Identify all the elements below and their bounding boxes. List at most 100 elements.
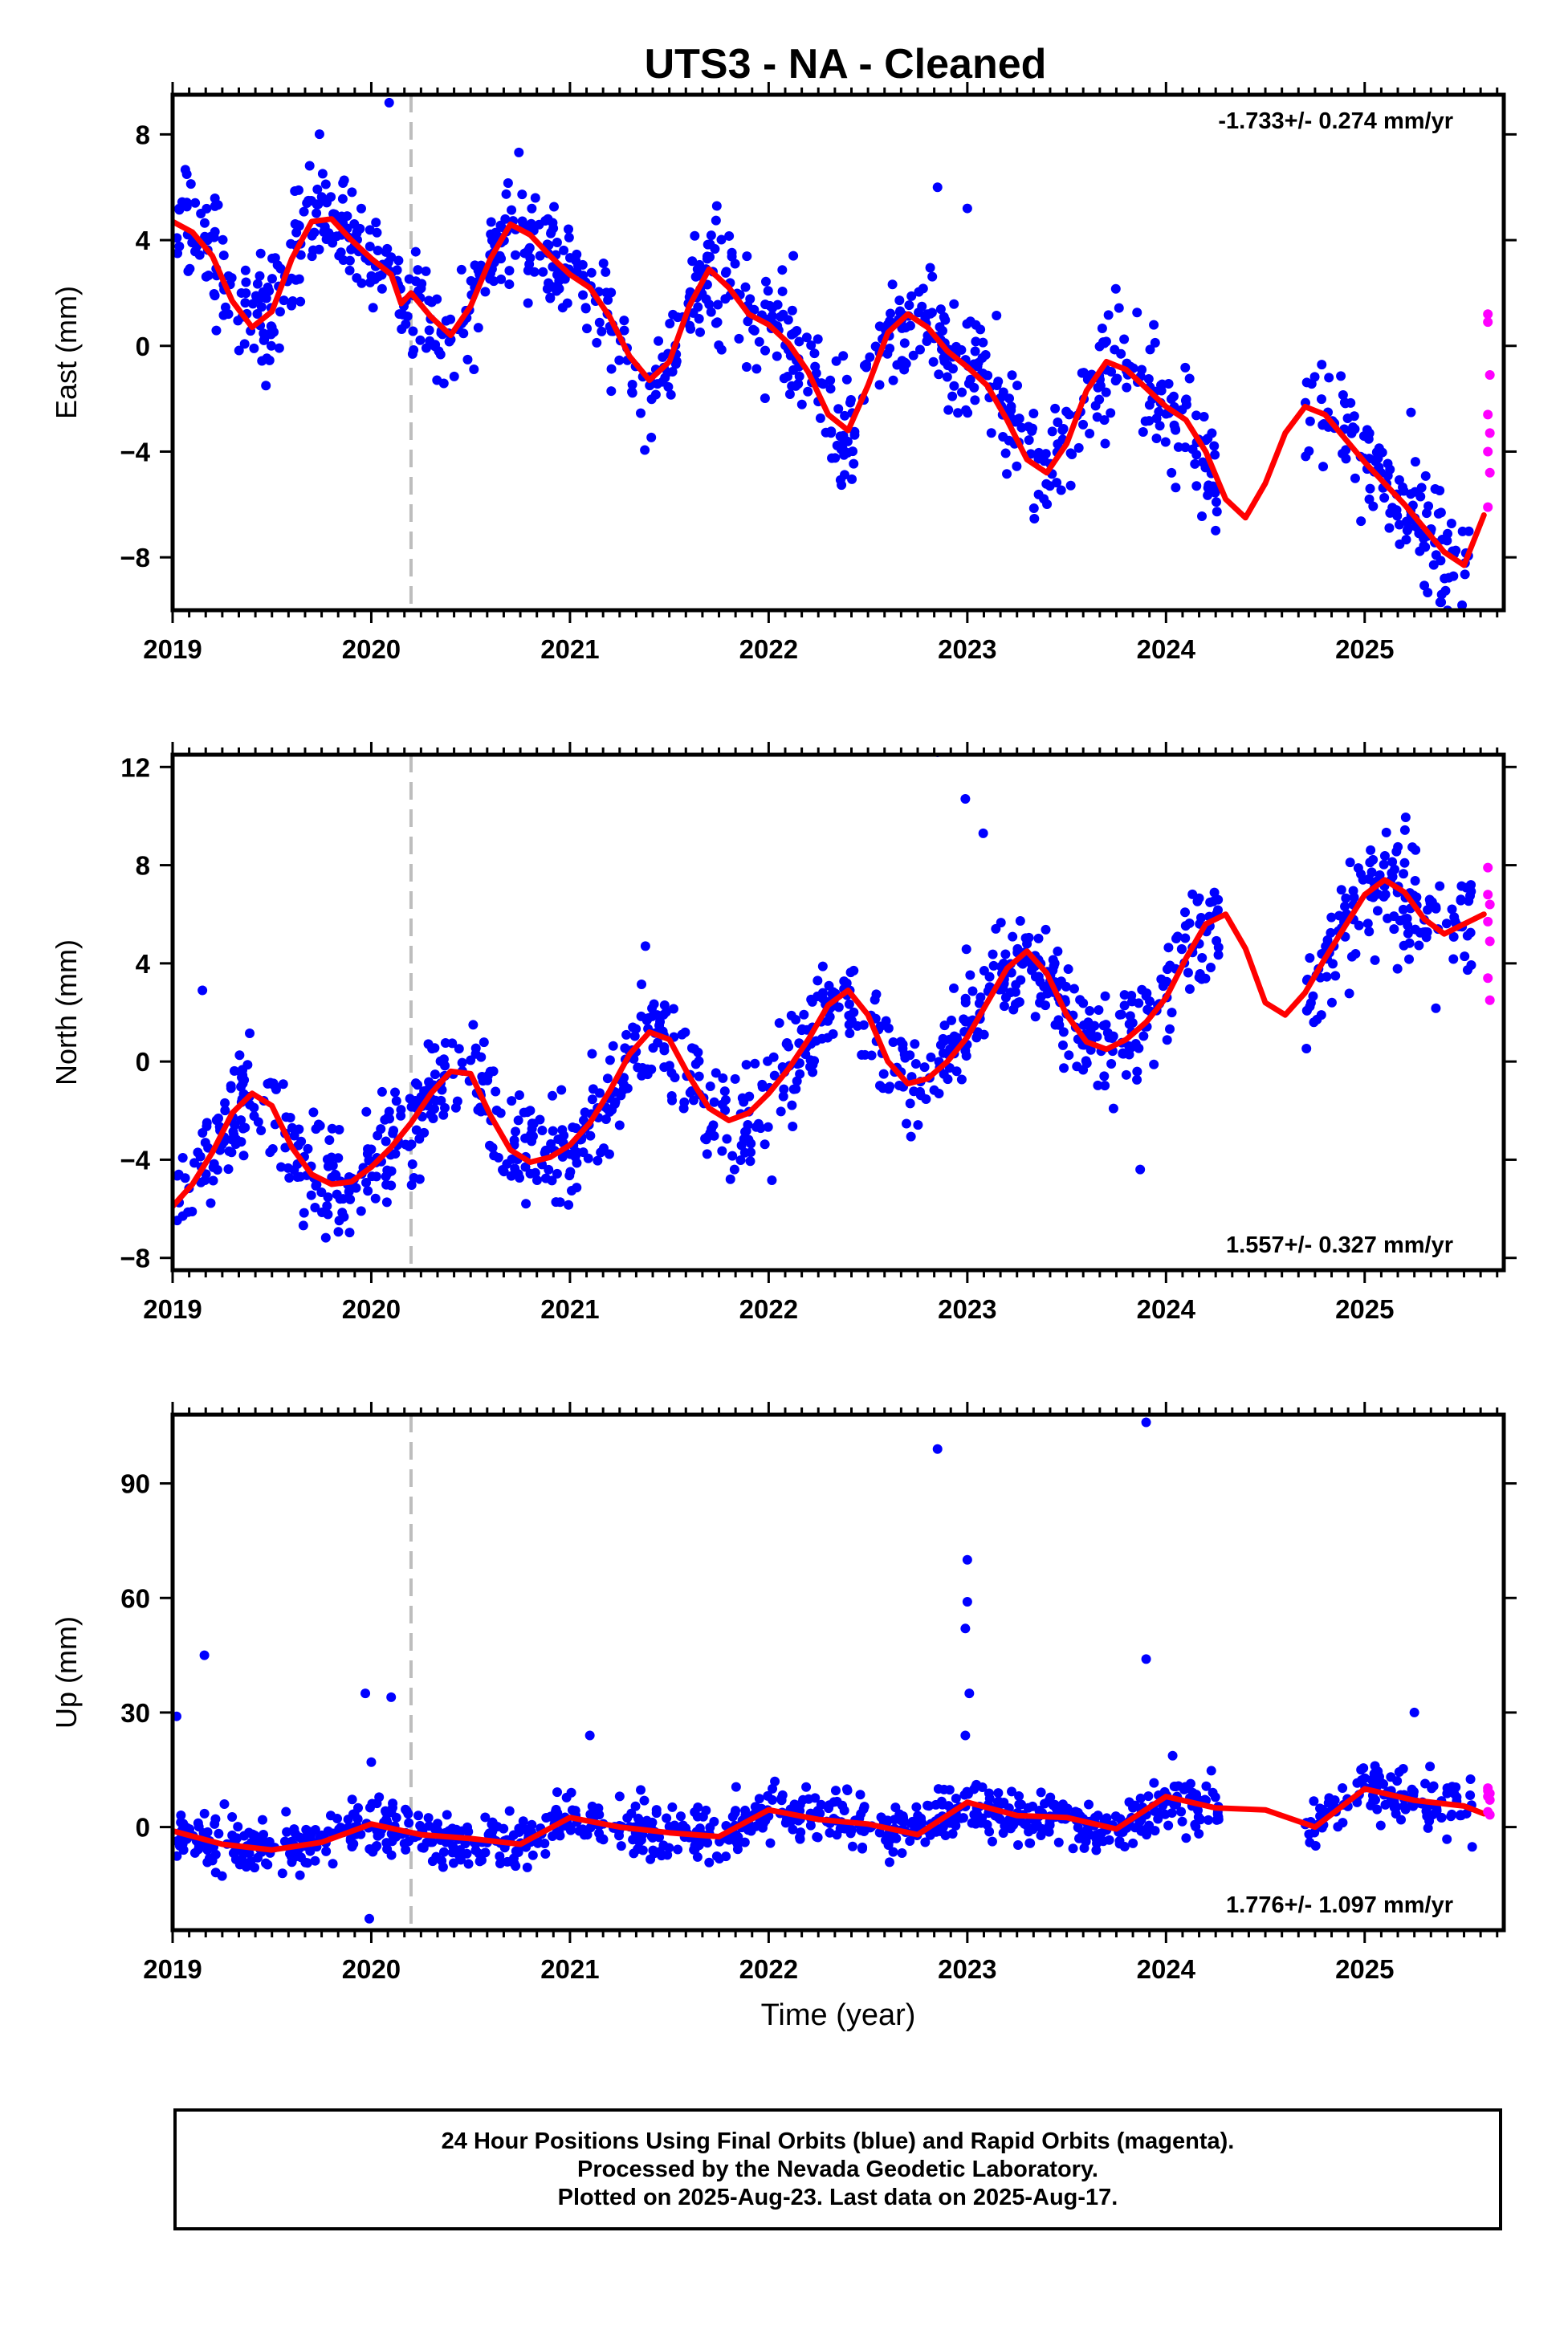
final-orbit-point (424, 325, 434, 336)
final-orbit-point (255, 248, 266, 259)
final-orbit-point (993, 377, 1004, 387)
rapid-orbit-point (1485, 936, 1495, 947)
final-orbit-point (1057, 1040, 1068, 1050)
final-orbit-point (435, 349, 446, 360)
final-orbit-point (711, 1068, 721, 1078)
final-orbit-point (910, 1058, 921, 1069)
final-orbit-point (659, 1045, 670, 1056)
final-orbit-point (645, 381, 655, 391)
x-tick-label: 2019 (143, 634, 202, 664)
final-orbit-point (788, 1122, 798, 1132)
final-orbit-point (1014, 1791, 1024, 1802)
final-orbit-outlier (360, 1688, 371, 1699)
final-orbit-point (353, 224, 364, 234)
final-orbit-point (1399, 857, 1410, 868)
final-orbit-point (769, 1070, 780, 1081)
final-orbit-point (580, 1107, 590, 1118)
final-orbit-point (1206, 962, 1216, 972)
final-orbit-point (1317, 360, 1327, 370)
rate-annotation: 1.776+/- 1.097 mm/yr (1226, 1892, 1453, 1918)
final-orbit-point (572, 1147, 582, 1157)
final-orbit-point (695, 327, 706, 337)
final-orbit-point (496, 254, 507, 264)
final-orbit-point (396, 1105, 406, 1115)
final-orbit-point (1448, 931, 1459, 942)
final-orbit-point (513, 1115, 523, 1126)
final-orbit-point (1466, 886, 1476, 897)
final-orbit-point (1431, 550, 1441, 560)
final-orbit-point (585, 1130, 596, 1141)
final-orbit-point (755, 1123, 766, 1134)
final-orbit-point (381, 1136, 391, 1147)
final-orbit-point (972, 361, 983, 372)
final-orbit-point (815, 413, 825, 423)
final-orbit-point (817, 1033, 827, 1044)
final-orbit-point (277, 1868, 287, 1879)
x-tick-label: 2022 (739, 1954, 798, 1984)
final-orbit-point (229, 1130, 239, 1140)
final-orbit-point (978, 337, 988, 348)
rapid-orbit-point (1485, 428, 1495, 438)
final-orbit-point (457, 1057, 467, 1068)
final-orbit-point (438, 1847, 449, 1857)
final-orbit-outlier (960, 1623, 971, 1634)
final-orbit-point (1464, 526, 1474, 536)
final-orbit-point (1100, 1081, 1110, 1091)
final-orbit-point (344, 1228, 355, 1238)
final-orbit-point (1358, 874, 1368, 885)
final-orbit-point (410, 246, 421, 257)
final-orbit-point (208, 1175, 218, 1186)
final-orbit-point (874, 380, 885, 390)
final-orbit-point (402, 311, 413, 321)
final-orbit-point (984, 971, 995, 982)
final-orbit-point (902, 1118, 912, 1129)
final-orbit-point (1122, 358, 1132, 369)
rapid-orbit-point (1483, 317, 1493, 328)
panel-2: 2019 2020 2021 2022 2023 2024 2025 −8 −4 0 4 8 12 Nor… (50, 742, 1517, 1324)
final-orbit-point (425, 336, 435, 346)
final-orbit-point (1180, 907, 1191, 918)
final-orbit-point (1193, 1812, 1203, 1823)
final-orbit-point (303, 1143, 313, 1154)
y-axis-label: Up (mm) (50, 1616, 83, 1729)
final-orbit-point (1414, 940, 1424, 951)
final-orbit-point (905, 1836, 915, 1847)
final-orbit-point (830, 1786, 841, 1796)
final-orbit-point (951, 1033, 962, 1043)
final-orbit-point (849, 458, 859, 469)
final-orbit-point (1041, 449, 1051, 459)
final-orbit-point (1124, 1797, 1134, 1807)
final-orbit-point (1444, 572, 1454, 583)
final-orbit-point (641, 1015, 652, 1025)
final-orbit-point (688, 1095, 698, 1106)
final-orbit-point (711, 318, 721, 328)
final-orbit-point (965, 970, 975, 980)
final-orbit-point (1197, 953, 1208, 963)
x-tick-label: 2019 (143, 1294, 202, 1324)
final-orbit-point (619, 1073, 629, 1083)
final-orbit-point (1441, 919, 1452, 929)
final-orbit-point (339, 1212, 349, 1222)
final-orbit-point (267, 322, 277, 332)
final-orbit-point (704, 299, 715, 310)
final-orbit-point (935, 304, 946, 315)
final-orbit-point (219, 1799, 230, 1810)
final-orbit-point (240, 265, 250, 275)
final-orbit-point (524, 242, 535, 253)
final-orbit-point (1010, 417, 1020, 427)
final-orbit-point (337, 193, 348, 204)
final-orbit-point (386, 1166, 397, 1176)
final-orbit-point (548, 1126, 558, 1136)
rapid-orbit-point (1483, 862, 1493, 873)
final-orbit-point (592, 337, 602, 348)
final-orbit-point (626, 1808, 637, 1819)
y-axis-label: North (mm) (50, 939, 83, 1086)
final-orbit-point (711, 201, 722, 211)
final-orbits-series (173, 97, 1474, 610)
final-orbit-point (1119, 1000, 1130, 1011)
final-orbit-point (324, 228, 334, 238)
final-orbit-point (447, 1038, 458, 1049)
final-orbit-point (256, 1125, 267, 1135)
final-orbit-point (1150, 1826, 1160, 1836)
final-orbit-point (365, 225, 375, 235)
